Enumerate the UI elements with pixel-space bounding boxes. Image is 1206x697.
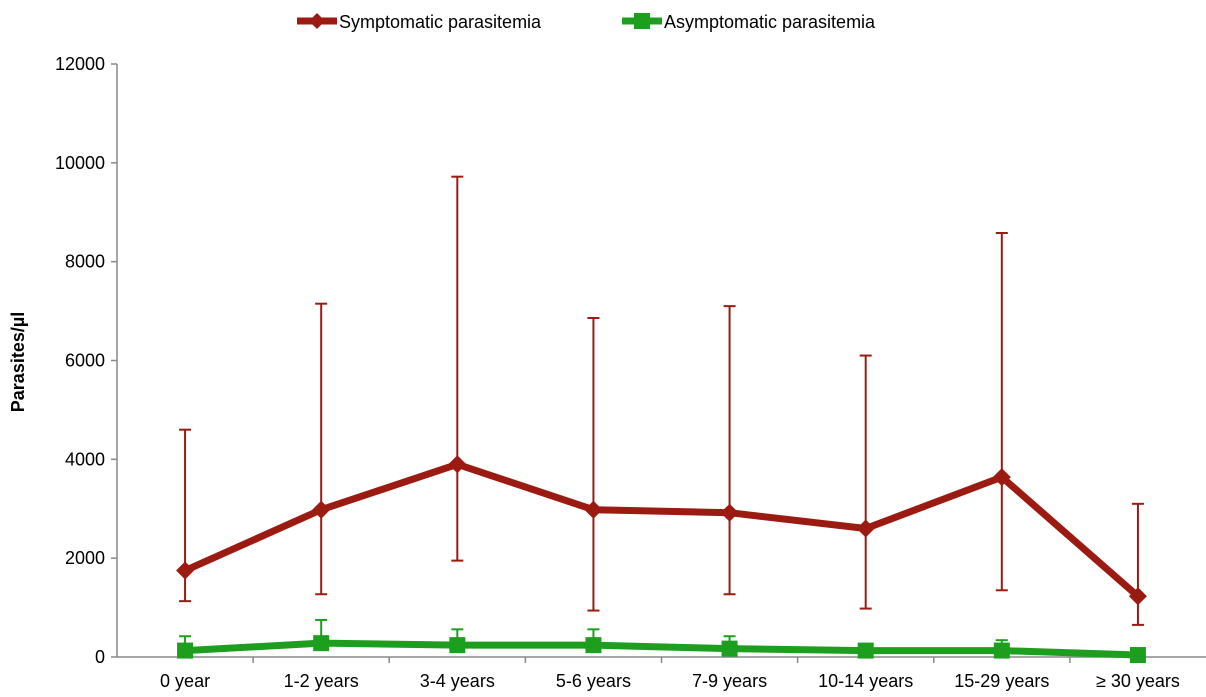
axes: 0 2000 4000 6000 8000 10000 12000 0 year 1-2 ye… <box>55 54 1206 691</box>
data-point <box>176 561 195 580</box>
data-point <box>993 642 1010 659</box>
error-bar <box>723 305 736 596</box>
x-tick-label: 0 year <box>160 671 210 691</box>
x-tick-label: 7-9 years <box>692 671 767 691</box>
error-bar <box>451 175 464 562</box>
y-ticks: 0 2000 4000 6000 8000 10000 12000 <box>55 54 117 667</box>
data-point <box>313 635 330 652</box>
data-point <box>449 637 466 654</box>
series-layer <box>176 175 1147 664</box>
x-tick-label: 10-14 years <box>818 671 913 691</box>
series-symptomatic <box>176 175 1147 626</box>
data-point <box>720 503 739 522</box>
data-point <box>992 468 1011 487</box>
error-bar <box>315 302 328 596</box>
y-tick-label: 2000 <box>65 548 105 568</box>
data-point <box>177 642 194 659</box>
x-tick-label: 1-2 years <box>284 671 359 691</box>
data-point <box>584 500 603 519</box>
y-axis-title: Parasites/µl <box>8 312 28 412</box>
data-point <box>448 455 467 474</box>
data-point <box>312 500 331 519</box>
error-bar <box>995 232 1008 592</box>
series-line <box>183 460 1141 599</box>
y-tick-label: 0 <box>95 647 105 667</box>
data-point <box>857 642 874 659</box>
data-point <box>721 640 738 657</box>
x-tick-label: ≥ 30 years <box>1096 671 1180 691</box>
error-bar <box>587 317 600 612</box>
data-point <box>1129 647 1146 664</box>
data-point <box>585 637 602 654</box>
y-tick-label: 4000 <box>65 449 105 469</box>
x-tick-label: 5-6 years <box>556 671 631 691</box>
legend-item-asymptomatic: Asymptomatic parasitemia <box>622 12 876 32</box>
data-point <box>1128 587 1147 606</box>
error-bar <box>859 354 872 610</box>
legend-marker-asymptomatic <box>634 13 650 29</box>
legend-label-asymptomatic: Asymptomatic parasitemia <box>664 12 876 32</box>
legend-label-symptomatic: Symptomatic parasitemia <box>339 12 542 32</box>
error-bar <box>1131 502 1144 626</box>
y-tick-label: 6000 <box>65 351 105 371</box>
x-ticks: 0 year 1-2 years 3-4 years 5-6 years 7-9 yea… <box>160 657 1180 691</box>
x-tick-label: 15-29 years <box>954 671 1049 691</box>
y-tick-label: 10000 <box>55 153 105 173</box>
x-tick-label: 3-4 years <box>420 671 495 691</box>
series-line <box>184 639 1139 659</box>
y-tick-label: 12000 <box>55 54 105 74</box>
legend-marker-symptomatic <box>309 13 325 29</box>
legend-item-symptomatic: Symptomatic parasitemia <box>297 12 542 32</box>
data-point <box>856 519 875 538</box>
series-asymptomatic <box>177 618 1146 664</box>
legend: Symptomatic parasitemia Asymptomatic par… <box>297 12 876 32</box>
y-tick-label: 8000 <box>65 252 105 272</box>
